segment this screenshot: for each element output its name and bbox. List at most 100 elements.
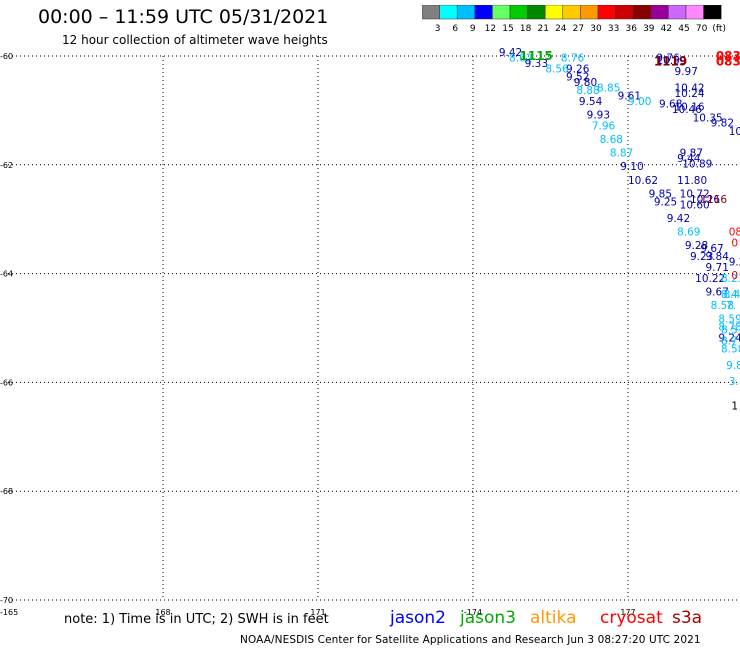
wave-height-value: 3. [729,376,739,388]
wave-height-value: 8.76 [561,52,585,64]
y-tick-label: -62 [0,161,13,170]
wave-height-value: 8.88 [576,85,599,97]
page-subtitle: 12 hour collection of altimeter wave hei… [62,33,328,47]
pass-time-label: 1119 [654,54,687,68]
wave-height-value: 8.7 [721,335,738,347]
pass-time-label: 0835 [716,49,740,63]
wave-height-value: 9.84 [706,251,730,263]
wave-height-value: 8.4 [721,289,738,301]
wave-height-value: 9.67 [706,286,729,298]
legend-label: 15 [502,24,513,34]
wave-height-value: 8.78 [718,322,740,334]
wave-height-value: 10.16 [675,101,705,113]
wave-height-value: 9.71 [706,262,729,274]
wave-height-value: 9.24 [718,333,740,345]
legend-label: 42 [661,24,672,34]
wave-height-value: 9.33 [525,58,548,70]
x-tick-label: -174 [464,608,482,617]
wave-height-value: 10.35 [693,112,723,124]
pass-time-label: 1115 [520,49,553,63]
note-text: note: 1) Time is in UTC; 2) SWH is in fe… [64,612,329,627]
wave-height-value: 9.87 [680,148,703,160]
legend-s3a: s3a [672,608,703,628]
wave-height-value: 8.47 [724,289,740,301]
wave-height-value: 9.52 [566,71,589,83]
wave-height-value: 9.93 [587,110,610,122]
legend-jason2: jason2 [390,608,446,628]
wave-height-value: 0 [731,237,738,249]
legend-label: 45 [678,24,689,34]
wave-height-value: 8.62 [509,52,532,64]
footer-credit: NOAA/NESDIS Center for Satellite Applica… [240,634,701,646]
wave-height-value: 10.59 [656,55,686,67]
wave-height-value: 7. [726,300,736,312]
wave-height-value: 9.8 [726,360,740,372]
wave-height-value: 10.22 [695,273,725,285]
y-tick-label: -60 [0,52,13,61]
legend-jason3: jason3 [460,608,516,628]
legend-swatch [703,5,722,20]
wave-height-value: 9.61 [618,91,641,103]
x-tick-label: 177 [620,608,635,617]
wave-height-value: 10.60 [680,199,710,211]
wave-height-value: 7.96 [592,120,616,132]
wave-height-value: 8.58 [711,300,734,312]
legend-label: 9 [470,24,476,34]
wave-height-value: 9.25 [654,197,677,209]
y-tick-label: -64 [0,270,13,279]
wave-height-value: 8.68 [600,134,623,146]
legend-label: 30 [590,24,602,34]
wave-height-value: 9.76 [656,52,680,64]
wave-height-value: 9.82 [711,118,734,130]
page-title: 00:00 – 11:59 UTC 05/31/2021 [38,6,329,28]
wave-height-value: 9.00 [628,96,651,108]
x-tick-label: 171 [310,608,325,617]
wave-height-value: 10.89 [682,159,712,171]
wave-height-value: 9.97 [675,66,698,78]
legend-label: 18 [520,24,532,34]
wave-height-value: 9.54 [579,96,603,108]
legend-label: 36 [625,24,637,34]
wave-height-value: 9.68 [659,99,682,111]
wave-height-value: 11.80 [677,175,707,187]
color-legend: 3 6 9 12 15 18 21 24 27 30 33 36 39 42 45 70 (ft) [422,5,726,34]
wave-height-value: 10.3 [729,126,740,138]
wave-height-value: 8.87 [610,148,633,160]
wave-height-value: 8.23 [721,273,740,285]
wave-height-value: 8.69 [677,227,700,239]
wave-height-value: 9.85 [649,188,672,200]
wave-height-value: 9.44 [677,153,701,165]
wave-height-value: 9.26 [566,63,590,75]
legend-label: 27 [573,24,584,34]
x-tick-label: 168 [155,608,170,617]
x-tick-label: -165 [0,608,18,617]
wave-height-value: 9.23 [690,251,713,263]
legend-label: 3 [435,24,441,34]
wave-height-value: 9.67 [700,243,723,255]
wave-height-value: 8.58 [721,343,740,355]
wave-height-value: 10.24 [675,88,705,100]
wave-height-value: 0 [731,270,738,282]
pass-time-label: 0838 [716,54,740,68]
wave-height-value: 9.2 [729,256,740,268]
wave-height-value: 10.72 [680,188,710,200]
wave-height-value: 9.10 [620,161,643,173]
wave-height-value: 10.46 [672,104,702,116]
wave-height-value: 10.42 [675,82,705,94]
legend-label: 24 [555,24,567,34]
legend-label: 33 [608,24,619,34]
legend-label: 70 [696,24,708,34]
wave-height-value: 8.56 [545,63,569,75]
legend-label: 12 [485,24,496,34]
legend-label: (ft) [712,24,726,34]
wave-height-value: 9.28 [685,240,708,252]
y-tick-label: -68 [0,487,13,496]
legend-cryosat: cryosat [600,608,663,628]
wave-height-value: 9.42 [499,47,522,59]
wave-height-value: 1 [731,401,738,413]
wave-height-value: 8.85 [597,82,620,94]
wave-height-value: 10.62 [628,175,658,187]
wave-height-value: 9.42 [667,213,690,225]
wave-height-value: 8.5 [721,324,738,336]
